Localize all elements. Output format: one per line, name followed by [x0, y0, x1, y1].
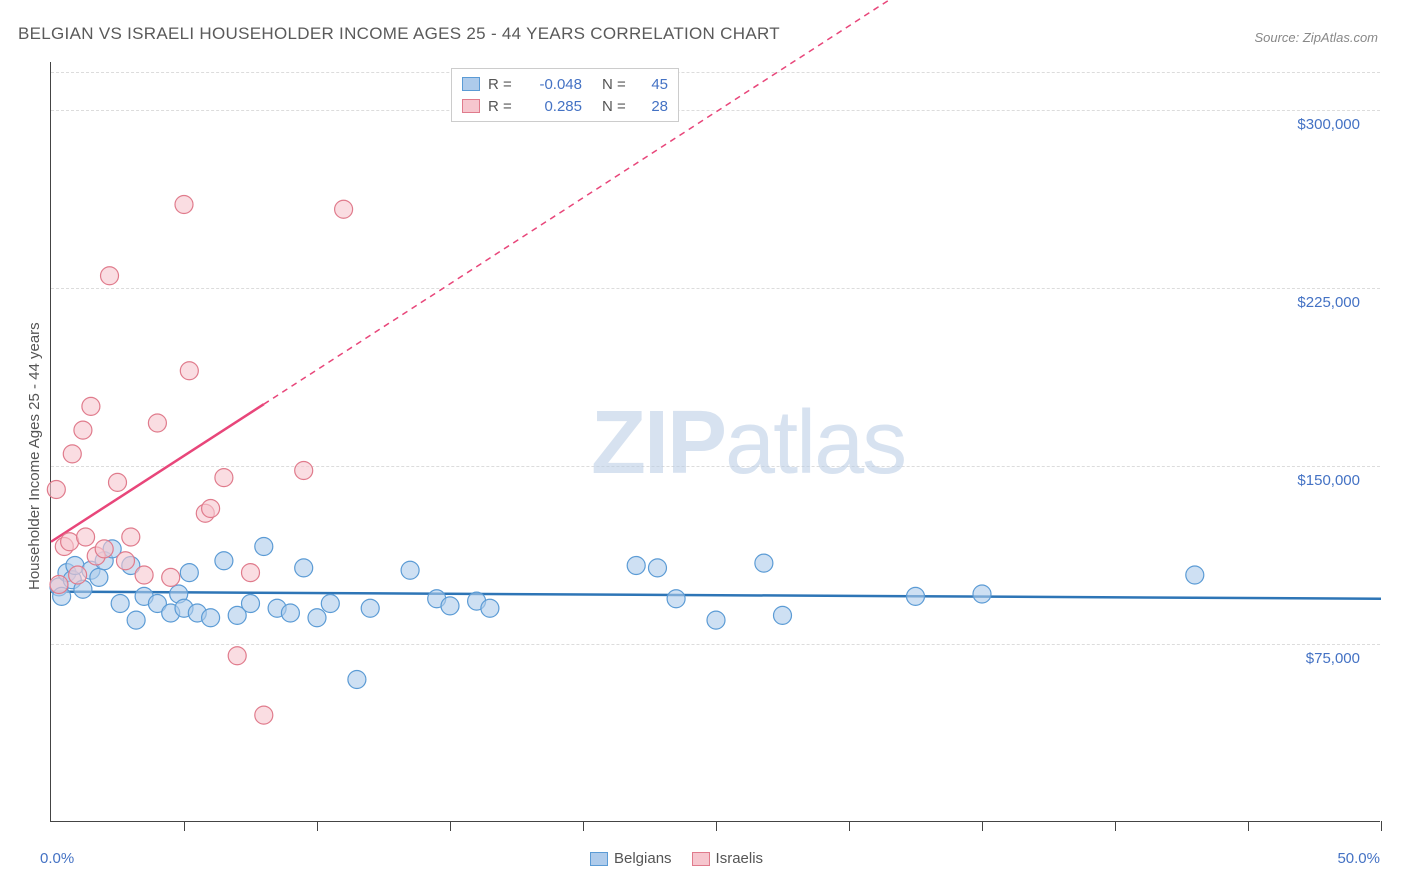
legend-top: R = -0.048 N = 45 R = 0.285 N = 28	[451, 68, 679, 122]
legend-item: Belgians	[590, 850, 672, 867]
data-point	[180, 564, 198, 582]
x-tick	[982, 821, 983, 831]
data-point	[295, 559, 313, 577]
data-point	[47, 481, 65, 499]
legend-row: R = 0.285 N = 28	[462, 95, 668, 117]
data-point	[707, 611, 725, 629]
data-point	[202, 500, 220, 518]
data-point	[90, 568, 108, 586]
data-point	[401, 561, 419, 579]
x-tick	[1248, 821, 1249, 831]
legend-bottom: Belgians Israelis	[590, 850, 763, 867]
data-point	[101, 267, 119, 285]
x-tick	[583, 821, 584, 831]
data-point	[774, 606, 792, 624]
legend-swatch	[462, 77, 480, 91]
legend-r-label: R =	[488, 98, 516, 115]
data-point	[242, 595, 260, 613]
plot-area: ZIPatlas R =-0.048N =45R =0.285N =28 $75…	[50, 62, 1380, 822]
x-max-label: 50.0%	[1337, 850, 1380, 867]
x-min-label: 0.0%	[40, 850, 74, 867]
data-point	[82, 397, 100, 415]
scatter-plot-svg	[51, 62, 1380, 821]
x-tick	[450, 821, 451, 831]
x-tick	[716, 821, 717, 831]
data-point	[1186, 566, 1204, 584]
chart-title: BELGIAN VS ISRAELI HOUSEHOLDER INCOME AG…	[18, 24, 780, 44]
data-point	[215, 469, 233, 487]
data-point	[95, 540, 113, 558]
data-point	[667, 590, 685, 608]
x-tick	[317, 821, 318, 831]
legend-r-value: -0.048	[524, 76, 582, 93]
data-point	[308, 609, 326, 627]
data-point	[175, 196, 193, 214]
data-point	[281, 604, 299, 622]
data-point	[63, 445, 81, 463]
legend-row: R = -0.048 N = 45	[462, 73, 668, 95]
x-tick	[1115, 821, 1116, 831]
y-tick-label: $75,000	[1306, 650, 1360, 667]
y-tick-label: $225,000	[1297, 294, 1360, 311]
legend-n-value: 28	[638, 98, 668, 115]
data-point	[627, 557, 645, 575]
data-point	[907, 587, 925, 605]
data-point	[116, 552, 134, 570]
legend-label: Israelis	[716, 850, 764, 867]
data-point	[228, 647, 246, 665]
legend-label: Belgians	[614, 850, 672, 867]
data-point	[648, 559, 666, 577]
data-point	[180, 362, 198, 380]
legend-n-label: N =	[602, 98, 630, 115]
legend-item: Israelis	[692, 850, 764, 867]
data-point	[441, 597, 459, 615]
legend-swatch	[462, 99, 480, 113]
chart-container: BELGIAN VS ISRAELI HOUSEHOLDER INCOME AG…	[0, 0, 1406, 892]
data-point	[755, 554, 773, 572]
data-point	[61, 533, 79, 551]
x-tick	[849, 821, 850, 831]
data-point	[109, 473, 127, 491]
data-point	[50, 576, 68, 594]
y-axis-label: Householder Income Ages 25 - 44 years	[26, 322, 43, 590]
x-tick	[184, 821, 185, 831]
data-point	[127, 611, 145, 629]
data-point	[215, 552, 233, 570]
legend-swatch	[692, 852, 710, 866]
data-point	[255, 706, 273, 724]
source-label: Source: ZipAtlas.com	[1254, 30, 1378, 45]
data-point	[135, 566, 153, 584]
data-point	[242, 564, 260, 582]
data-point	[321, 595, 339, 613]
data-point	[77, 528, 95, 546]
data-point	[335, 200, 353, 218]
data-point	[148, 414, 166, 432]
data-point	[295, 462, 313, 480]
data-point	[973, 585, 991, 603]
data-point	[348, 671, 366, 689]
trendline-dashed	[264, 0, 1381, 404]
y-tick-label: $150,000	[1297, 472, 1360, 489]
data-point	[162, 568, 180, 586]
legend-n-label: N =	[602, 76, 630, 93]
data-point	[74, 421, 92, 439]
y-tick-label: $300,000	[1297, 116, 1360, 133]
data-point	[111, 595, 129, 613]
legend-r-label: R =	[488, 76, 516, 93]
data-point	[69, 566, 87, 584]
data-point	[202, 609, 220, 627]
x-tick	[1381, 821, 1382, 831]
data-point	[481, 599, 499, 617]
data-point	[361, 599, 379, 617]
legend-n-value: 45	[638, 76, 668, 93]
legend-swatch	[590, 852, 608, 866]
legend-r-value: 0.285	[524, 98, 582, 115]
data-point	[122, 528, 140, 546]
data-point	[255, 538, 273, 556]
